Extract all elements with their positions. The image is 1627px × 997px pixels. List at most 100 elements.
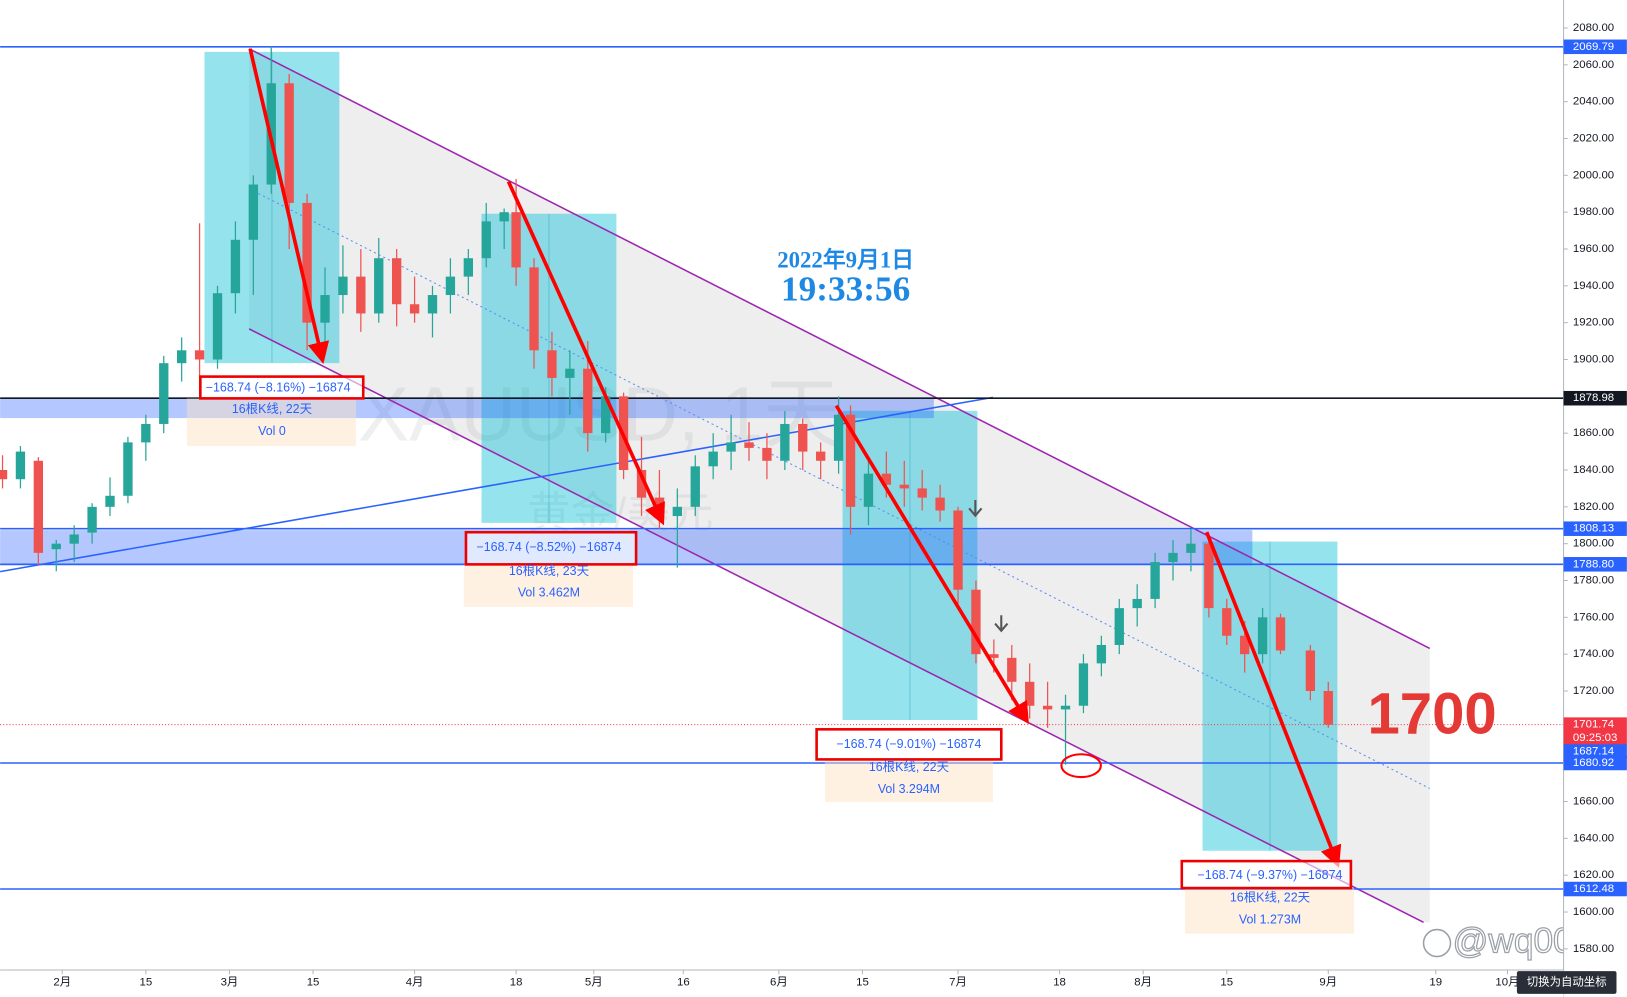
x-tick-label: 15: [307, 976, 320, 988]
candle-body: [583, 368, 593, 434]
candle-body: [881, 473, 892, 485]
red-arrow: [506, 180, 665, 526]
candle-body: [481, 221, 491, 259]
price-label: 1612.48: [1573, 883, 1614, 895]
drawings-over: −168.74 (−8.16%) −16874 16根K线, 22天 Vol 0…: [186, 48, 1593, 961]
auto-scale-button-label[interactable]: 切换为自动坐标: [1527, 974, 1607, 988]
x-tick-label: 15: [856, 976, 869, 988]
candle-body: [935, 497, 945, 511]
x-tick-label: 16: [677, 976, 690, 988]
candle-body: [798, 423, 808, 452]
price-label: 2069.79: [1573, 41, 1614, 53]
time-axis-bg: [0, 970, 1564, 997]
measure-bg: [186, 398, 356, 447]
x-tick-label: 5月: [585, 976, 603, 988]
candle-body: [1240, 635, 1250, 655]
price-label: 1680.92: [1573, 757, 1614, 769]
y-tick-label: 1800.00: [1573, 538, 1614, 550]
candle-body: [762, 447, 772, 461]
y-tick-label: 1620.00: [1573, 869, 1614, 881]
candle-body: [1168, 552, 1178, 563]
price-label: 1788.80: [1573, 558, 1614, 570]
y-tick-label: 2040.00: [1573, 96, 1614, 108]
candle-body: [33, 460, 44, 553]
candle-body: [989, 654, 999, 658]
price-label-bg: [1563, 39, 1627, 55]
symbol-desc-watermark: 黄金/美元: [527, 490, 713, 538]
candle-body: [427, 295, 438, 314]
candle-body: [123, 442, 133, 496]
x-tick-label: 4月: [406, 976, 424, 988]
price-label-bg: [1563, 717, 1627, 746]
candle-body: [15, 451, 26, 480]
measure-change: −168.74 (−9.37%) −16874: [1198, 868, 1343, 882]
y-tick-label: 1740.00: [1573, 648, 1614, 660]
y-tick-label: 1600.00: [1573, 906, 1614, 918]
measure-change: −168.74 (−8.52%) −16874: [477, 540, 622, 554]
candle-body: [0, 470, 8, 480]
red-arrow: [248, 48, 330, 364]
candle-body: [1025, 681, 1035, 706]
candle-body: [177, 350, 187, 364]
candle-body: [833, 414, 844, 461]
candle-body: [1007, 657, 1017, 682]
candle-body: [463, 258, 473, 277]
candle-body: [601, 396, 611, 434]
y-tick-label: 1980.00: [1573, 206, 1614, 218]
measure-volume: Vol 0: [258, 424, 286, 438]
candle-body: [391, 258, 402, 305]
candle-body: [1275, 617, 1286, 651]
x-tick-label: 8月: [1134, 976, 1152, 988]
watermark-logo: [1422, 928, 1452, 958]
candle-body: [1204, 543, 1214, 609]
price-label: 1878.98: [1573, 392, 1614, 404]
channel-fill: [249, 48, 1430, 923]
candle-body: [917, 488, 927, 498]
candle-body: [863, 473, 874, 507]
y-tick-label: 1780.00: [1573, 575, 1614, 587]
candle-body: [230, 239, 241, 294]
measure-bars: 16根K线, 22天: [869, 760, 949, 774]
x-tick-label: 10月: [1495, 976, 1519, 988]
candle-body: [899, 484, 909, 489]
candle-body: [1305, 650, 1316, 692]
candle-body: [105, 495, 115, 507]
auto-scale-button[interactable]: [1516, 971, 1617, 994]
countdown: 09:25:03: [1573, 732, 1617, 744]
candle-body: [194, 350, 205, 360]
measure-change: −168.74 (−8.16%) −16874: [206, 380, 351, 394]
candle-body: [374, 258, 384, 314]
candle-body: [780, 423, 790, 461]
y-tick-label: 2000.00: [1573, 169, 1614, 181]
measure-bars: 16根K线, 22天: [232, 402, 312, 416]
candle-body: [1222, 608, 1232, 636]
candle-body: [1042, 705, 1053, 710]
price-label-bg: [1563, 881, 1627, 897]
measure-change: −168.74 (−9.01%) −16874: [837, 737, 982, 751]
candle-body: [744, 442, 754, 448]
candle-body: [159, 363, 169, 424]
candle-body: [69, 534, 79, 544]
candle-body: [1186, 543, 1196, 553]
candle-body: [212, 293, 223, 360]
red-arrow: [834, 404, 1029, 725]
candle-body: [1150, 562, 1160, 599]
measure-bars: 16根K线, 22天: [1230, 891, 1310, 905]
candle-body: [1132, 598, 1142, 609]
candle-body: [1257, 617, 1268, 655]
channel-lower: [248, 328, 1424, 923]
axes: 1580.00 1600.00 1620.00 1640.00 1660.00 1680.…: [53, 22, 1614, 988]
measure-bg: [1184, 888, 1355, 934]
price-labels: 2069.79 1878.98 1808.13 1788.80 1701.7409:25…: [1563, 39, 1627, 897]
candle-body: [845, 414, 856, 507]
candle-body: [338, 276, 348, 296]
y-tick-label: 1920.00: [1573, 317, 1614, 329]
y-tick-label: 1940.00: [1573, 280, 1614, 292]
x-tick-label: 18: [1053, 976, 1066, 988]
candle-body: [445, 276, 456, 296]
measure-bars: 16根K线, 23天: [509, 564, 589, 578]
candle-body: [141, 423, 151, 443]
candle-body: [708, 451, 718, 467]
trend-line: [0, 396, 994, 573]
